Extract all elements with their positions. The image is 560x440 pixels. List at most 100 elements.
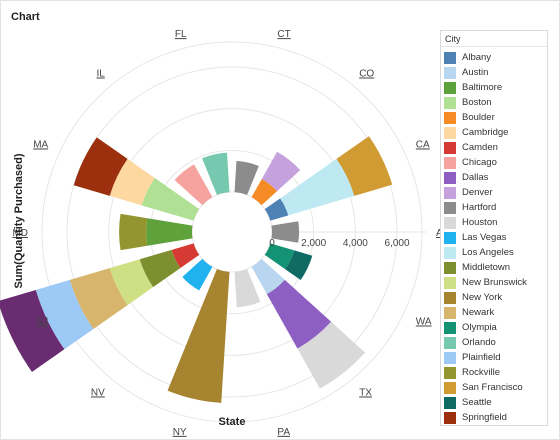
- bar-segment-ca-albany[interactable]: [264, 198, 289, 221]
- legend-item-albany[interactable]: Albany: [441, 50, 547, 65]
- legend-swatch: [444, 336, 456, 349]
- legend-label: Denver: [462, 187, 493, 198]
- category-label-ny: NY: [173, 427, 187, 438]
- bar-segment-ma-springfield[interactable]: [73, 137, 128, 196]
- category-label-il: IL: [96, 69, 105, 80]
- legend-label: Dallas: [462, 172, 489, 183]
- legend-item-new-york[interactable]: New York: [441, 290, 547, 305]
- legend-label: Chicago: [462, 157, 497, 168]
- legend-label: New York: [462, 292, 503, 303]
- bar-segment-ca-los-angeles[interactable]: [280, 158, 355, 216]
- category-label-wa: WA: [416, 317, 432, 328]
- legend-item-austin[interactable]: Austin: [441, 65, 547, 80]
- grid-ring: [191, 191, 273, 273]
- legend-item-las-vegas[interactable]: Las Vegas: [441, 230, 547, 245]
- legend-item-orlando[interactable]: Orlando: [441, 335, 547, 350]
- legend-label: Camden: [462, 142, 498, 153]
- legend-item-rockville[interactable]: Rockville: [441, 365, 547, 380]
- legend-item-springfield[interactable]: Springfield: [441, 410, 547, 425]
- radial-tick-labels: 0 2,000 4,000 6,000: [269, 238, 410, 249]
- bar-segment-ny-new-york[interactable]: [167, 269, 230, 403]
- legend-swatch: [444, 366, 456, 379]
- radial-tick-label: 4,000: [343, 238, 368, 249]
- legend-item-houston[interactable]: Houston: [441, 215, 547, 230]
- legend-item-hartford[interactable]: Hartford: [441, 200, 547, 215]
- legend-swatch: [444, 171, 456, 184]
- legend-swatch: [444, 381, 456, 394]
- legend-swatch: [444, 411, 456, 424]
- legend-label: Los Angeles: [462, 247, 514, 258]
- legend-label: Middletown: [462, 262, 511, 273]
- bar-segment-pa-houston[interactable]: [234, 269, 261, 308]
- legend-item-seattle[interactable]: Seattle: [441, 395, 547, 410]
- legend-item-cambridge[interactable]: Cambridge: [441, 125, 547, 140]
- legend-swatch: [444, 231, 456, 244]
- chart-title: Chart: [11, 11, 40, 23]
- legend-swatch: [444, 96, 456, 109]
- legend-swatch: [444, 156, 456, 169]
- bar-segment-nj-middletown[interactable]: [139, 249, 181, 288]
- legend-item-olympia[interactable]: Olympia: [441, 320, 547, 335]
- category-label-co: CO: [359, 69, 374, 80]
- bar-segment-nv-las-vegas[interactable]: [182, 258, 213, 291]
- radial-tick-label: 2,000: [301, 238, 326, 249]
- category-label-ct: CT: [277, 29, 290, 40]
- legend-swatch: [444, 66, 456, 79]
- bar-segment-fl-orlando[interactable]: [202, 152, 230, 195]
- legend-item-new-brunswick[interactable]: New Brunswick: [441, 275, 547, 290]
- bar-segment-nj-camden[interactable]: [171, 243, 200, 269]
- bar-segment-md-rockville[interactable]: [119, 213, 148, 251]
- category-label-fl: FL: [175, 29, 187, 40]
- legend-label: Plainfield: [462, 352, 501, 363]
- legend-item-denver[interactable]: Denver: [441, 185, 547, 200]
- bar-segment-co-denver[interactable]: [261, 151, 301, 192]
- legend-item-newark[interactable]: Newark: [441, 305, 547, 320]
- legend-item-boston[interactable]: Boston: [441, 95, 547, 110]
- bar-segment-nj-new-jersey[interactable]: [0, 289, 65, 372]
- legend-swatch: [444, 291, 456, 304]
- bar-segment-ca-san-francisco[interactable]: [336, 136, 393, 196]
- bar-segment-nj-new-brunswick[interactable]: [109, 259, 154, 306]
- legend-list: Albany Austin Baltimore Boston Boulder Cambri…: [441, 47, 547, 425]
- bar-segment-nj-newark[interactable]: [69, 268, 128, 329]
- legend-item-chicago[interactable]: Chicago: [441, 155, 547, 170]
- legend-label: Baltimore: [462, 82, 503, 93]
- legend-item-los-angeles[interactable]: Los Angeles: [441, 245, 547, 260]
- legend-swatch: [444, 81, 456, 94]
- legend-swatch: [444, 126, 456, 139]
- category-labels: AZ CA CO CT FL IL MA MD NJ NV NY PA TX WA: [12, 29, 440, 438]
- legend-item-baltimore[interactable]: Baltimore: [441, 80, 547, 95]
- legend-item-dallas[interactable]: Dallas: [441, 170, 547, 185]
- bar-segment-ma-boston[interactable]: [141, 178, 200, 221]
- bar-segment-az-hartford[interactable]: [271, 221, 300, 243]
- legend-label: San Francisco: [462, 382, 523, 393]
- bar-segment-co-boulder[interactable]: [251, 178, 278, 206]
- legend-item-camden[interactable]: Camden: [441, 140, 547, 155]
- legend-item-boulder[interactable]: Boulder: [441, 110, 547, 125]
- bar-segment-il-chicago[interactable]: [174, 164, 213, 206]
- bar-segment-tx-austin[interactable]: [251, 258, 285, 295]
- bar-segment-nj-plainfield[interactable]: [35, 279, 94, 350]
- bar-segment-tx-dallas[interactable]: [266, 279, 332, 349]
- legend-swatch: [444, 396, 456, 409]
- legend-label: New Brunswick: [462, 277, 527, 288]
- legend-item-middletown[interactable]: Middletown: [441, 260, 547, 275]
- legend-label: Cambridge: [462, 127, 509, 138]
- bar-segment-wa-seattle[interactable]: [285, 250, 313, 281]
- bar-segment-ct-hartford[interactable]: [234, 160, 259, 195]
- legend-item-san-francisco[interactable]: San Francisco: [441, 380, 547, 395]
- bar-segment-md-baltimore[interactable]: [146, 218, 193, 246]
- x-axis-label: State: [219, 416, 246, 428]
- legend-label: Houston: [462, 217, 498, 228]
- legend-swatch: [444, 51, 456, 64]
- category-label-az: AZ: [436, 228, 440, 239]
- legend-swatch: [444, 306, 456, 319]
- bar-segment-tx-houston[interactable]: [297, 321, 366, 389]
- polar-chart: AZ CA CO CT FL IL MA MD NJ NV NY PA TX WA 0 2,000 4,000…: [0, 29, 440, 438]
- bar-segment-ma-cambridge[interactable]: [109, 158, 155, 206]
- legend-label: Springfield: [462, 412, 507, 423]
- legend-label: Albany: [462, 52, 492, 63]
- legend-item-plainfield[interactable]: Plainfield: [441, 350, 547, 365]
- bar-segment-wa-olympia[interactable]: [264, 243, 295, 270]
- category-label-tx: TX: [359, 387, 372, 398]
